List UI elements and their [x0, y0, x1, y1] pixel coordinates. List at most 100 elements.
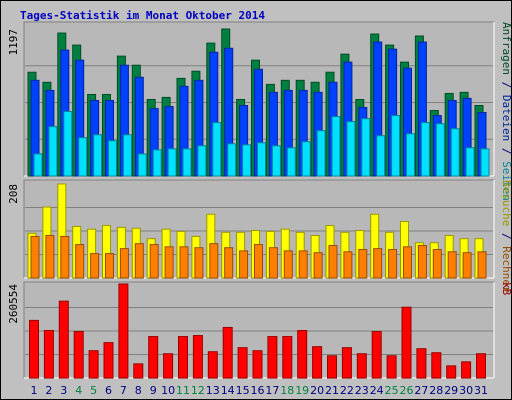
bar: [267, 336, 278, 379]
bar: [33, 153, 43, 177]
legend-entry: kB: [500, 282, 512, 296]
bar: [331, 116, 341, 177]
x-tick-label: 24: [370, 384, 384, 397]
bar: [358, 249, 368, 279]
x-tick-label: 27: [414, 384, 428, 397]
bar: [283, 250, 293, 279]
bar: [239, 250, 249, 279]
bar: [224, 247, 234, 279]
bar: [361, 118, 371, 177]
bar: [43, 329, 54, 379]
x-tick-label: 15: [236, 384, 250, 397]
bar: [75, 244, 85, 279]
x-tick-label: 11: [176, 384, 190, 397]
y-tick-label: 1197: [7, 29, 20, 56]
bar: [118, 283, 129, 379]
legend-entry: Seiten: [500, 161, 512, 201]
bar: [207, 351, 218, 379]
legend-separator: /: [500, 141, 512, 161]
x-tick-label: 1: [31, 384, 38, 397]
bar: [420, 122, 430, 177]
bar: [403, 246, 412, 279]
bar: [90, 253, 100, 279]
bar: [237, 347, 248, 379]
x-tick-label: 16: [251, 384, 265, 397]
bar: [29, 319, 39, 379]
x-tick-label: 17: [265, 384, 279, 397]
legend-entry: Besuche: [500, 180, 512, 226]
bar: [122, 134, 132, 177]
bar: [286, 147, 296, 177]
bar: [45, 235, 55, 279]
bar: [167, 148, 177, 177]
bar: [373, 248, 383, 279]
bar: [327, 355, 337, 379]
bar: [301, 141, 311, 177]
x-tick-label: 25: [385, 384, 399, 397]
x-tick-label: 13: [206, 384, 220, 397]
bar: [163, 353, 174, 379]
bar: [450, 128, 460, 177]
bar: [30, 235, 40, 279]
x-tick-label: 10: [161, 384, 175, 397]
bar: [133, 363, 144, 379]
x-tick-label: 18: [280, 384, 294, 397]
bar: [298, 250, 308, 279]
bar: [137, 153, 147, 177]
bar: [152, 149, 162, 177]
x-tick-label: 21: [325, 384, 339, 397]
bar: [222, 326, 233, 379]
x-tick-label: 14: [221, 384, 235, 397]
bar: [477, 251, 487, 279]
bar: [148, 336, 159, 379]
x-tick-label: 12: [191, 384, 205, 397]
x-tick-label: 22: [340, 384, 354, 397]
bar: [88, 350, 99, 379]
bar: [182, 148, 192, 177]
bar: [164, 246, 174, 279]
x-tick-label: 5: [90, 384, 97, 397]
legend-entry: Dateien: [500, 95, 512, 141]
bar: [119, 248, 129, 279]
bar: [178, 336, 188, 379]
bar: [435, 123, 445, 177]
bar: [476, 353, 486, 379]
bar: [60, 235, 70, 279]
x-tick-label: 9: [150, 384, 157, 397]
bar: [416, 348, 427, 379]
bar: [252, 350, 263, 379]
legend: kB: [500, 282, 512, 296]
bar: [194, 247, 204, 279]
x-tick-label: 2: [45, 384, 52, 397]
bar: [179, 246, 189, 279]
bar: [465, 147, 475, 177]
bar: [134, 243, 144, 279]
bar: [63, 111, 73, 177]
x-tick-label: 31: [474, 384, 488, 397]
bar: [254, 244, 263, 279]
x-tick-label: 3: [60, 384, 67, 397]
bar: [103, 342, 114, 379]
x-tick-label: 7: [120, 384, 127, 397]
bar: [346, 121, 356, 177]
bar: [432, 249, 442, 279]
bar: [386, 355, 397, 379]
bar: [197, 145, 207, 177]
x-tick-label: 28: [429, 384, 443, 397]
bar: [431, 352, 442, 379]
bar: [417, 244, 427, 279]
legend: Besuche / Rechner: [500, 180, 512, 293]
bar: [391, 115, 401, 177]
bar: [93, 134, 103, 177]
legend-entry: Rechner: [500, 246, 512, 293]
bar: [271, 145, 281, 177]
x-tick-label: 8: [135, 384, 142, 397]
x-tick-label: 19: [295, 384, 309, 397]
bar: [388, 249, 398, 279]
bar: [78, 137, 88, 177]
bar: [461, 361, 472, 379]
legend-separator: /: [500, 75, 512, 95]
bar: [446, 365, 457, 379]
legend: Anfragen / Dateien / Seiten: [500, 22, 512, 201]
